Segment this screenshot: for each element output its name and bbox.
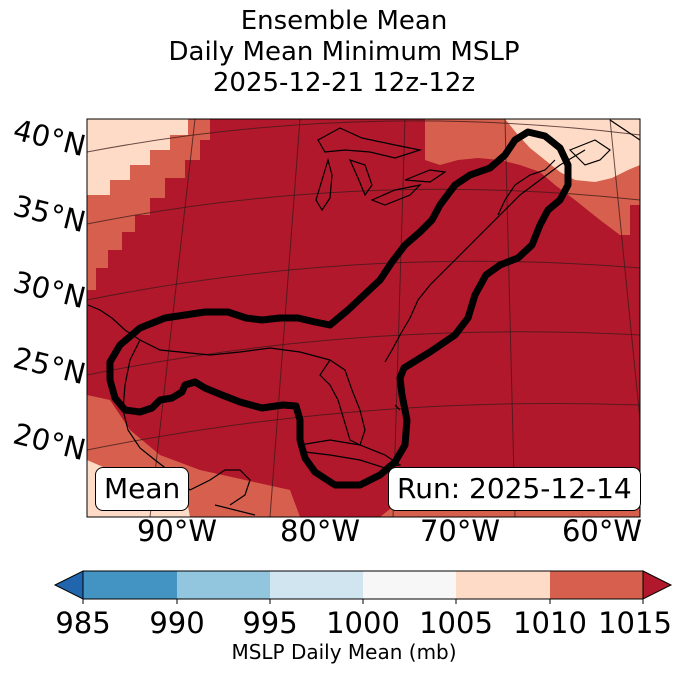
- title-line-1: Ensemble Mean: [240, 6, 448, 36]
- colorbar-tick-label: 995: [242, 606, 298, 640]
- colorbar-tick-label: 1005: [419, 606, 493, 640]
- colorbar-tick-marks: [82, 599, 644, 604]
- colorbar-bin-1010-1015: [550, 571, 643, 599]
- colorbar-tick-label: 990: [149, 606, 205, 640]
- colorbar-tick-label: 1015: [598, 606, 672, 640]
- colorbar-tick-label: 1010: [513, 606, 587, 640]
- mean-label-box: Mean: [95, 467, 190, 511]
- lon-label-60w: 60°W: [561, 514, 643, 548]
- colorbar-tick-label: 1000: [326, 606, 400, 640]
- colorbar: [53, 570, 673, 604]
- colorbar-bin-995-1000: [270, 571, 363, 599]
- title-line-2: Daily Mean Minimum MSLP: [168, 37, 520, 67]
- colorbar-extend-high: [642, 570, 673, 600]
- map-plot-area: [87, 119, 640, 517]
- map-frame: [86, 118, 641, 518]
- colorbar-bin-990-995: [177, 571, 270, 599]
- pressure-field-1005-band-nw: [87, 119, 188, 195]
- lon-label-80w: 80°W: [279, 514, 361, 548]
- mslp-contour-1010: [106, 128, 572, 489]
- lon-label-70w: 70°W: [419, 514, 501, 548]
- colorbar-axis-label: MSLP Daily Mean (mb): [231, 640, 457, 664]
- colorbar-bin-985-990: [83, 571, 177, 599]
- colorbar-extend-low: [53, 570, 84, 600]
- lon-label-90w: 90°W: [136, 514, 218, 548]
- figure-title: Ensemble Mean Daily Mean Minimum MSLP 20…: [0, 6, 688, 99]
- run-date-box: Run: 2025-12-14: [388, 467, 641, 511]
- colorbar-bin-1000-1005: [363, 571, 456, 599]
- colorbar-bin-1005-1010: [456, 571, 550, 599]
- title-line-3: 2025-12-21 12z-12z: [212, 68, 476, 98]
- colorbar-tick-label: 985: [55, 606, 111, 640]
